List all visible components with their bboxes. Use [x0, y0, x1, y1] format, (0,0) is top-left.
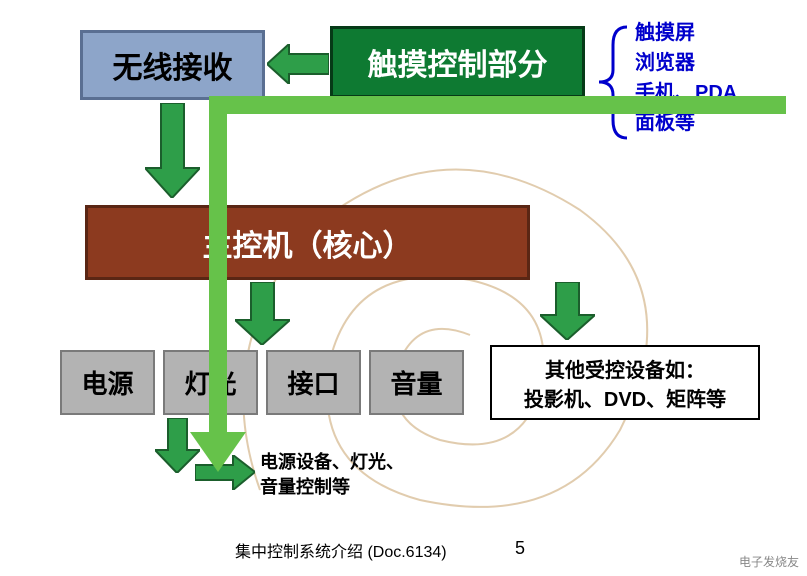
power-box: 电源 [60, 350, 155, 415]
list-item: 浏览器 [635, 48, 737, 78]
other-devices-line1: 其他受控设备如： [545, 354, 705, 383]
list-item: 触摸屏 [635, 18, 737, 48]
arrow-wireless-to-master [145, 103, 200, 198]
wireless-receive-box: 无线接收 [80, 30, 265, 100]
volume-label: 音量 [390, 364, 442, 401]
list-item: 手机、PDA [635, 78, 737, 108]
other-devices-line2: 投影机、DVD、矩阵等 [524, 383, 726, 412]
master-controller-box: 主控机（核心） [85, 205, 530, 280]
page-number: 5 [515, 538, 525, 559]
power-label: 电源 [81, 364, 133, 401]
arrow-caption-right [195, 455, 255, 490]
list-item: 面板等 [635, 108, 737, 138]
touch-examples-list: 触摸屏 浏览器 手机、PDA 面板等 [635, 18, 737, 138]
interface-box: 接口 [266, 350, 361, 415]
arrow-master-to-grid [235, 282, 290, 345]
light-label: 灯光 [184, 364, 236, 401]
interface-label: 接口 [287, 364, 339, 401]
volume-box: 音量 [369, 350, 464, 415]
brace-icon [593, 25, 633, 140]
devices-caption: 电源设备、灯光、 音量控制等 [260, 450, 404, 500]
arrow-light-to-caption [155, 418, 200, 473]
master-controller-label: 主控机（核心） [203, 221, 413, 265]
touch-control-box: 触摸控制部分 [330, 26, 585, 98]
arrow-master-to-other [540, 282, 595, 340]
light-box: 灯光 [163, 350, 258, 415]
footer-caption: 集中控制系统介绍 (Doc.6134) [235, 538, 447, 562]
arrow-touch-to-wireless [267, 44, 329, 84]
devices-caption-line1: 电源设备、灯光、 [260, 450, 404, 475]
devices-caption-line2: 音量控制等 [260, 475, 404, 500]
wireless-receive-label: 无线接收 [113, 43, 233, 87]
watermark: 电子发烧友 [739, 553, 799, 570]
touch-control-label: 触摸控制部分 [368, 40, 548, 84]
other-devices-box: 其他受控设备如： 投影机、DVD、矩阵等 [490, 345, 760, 420]
